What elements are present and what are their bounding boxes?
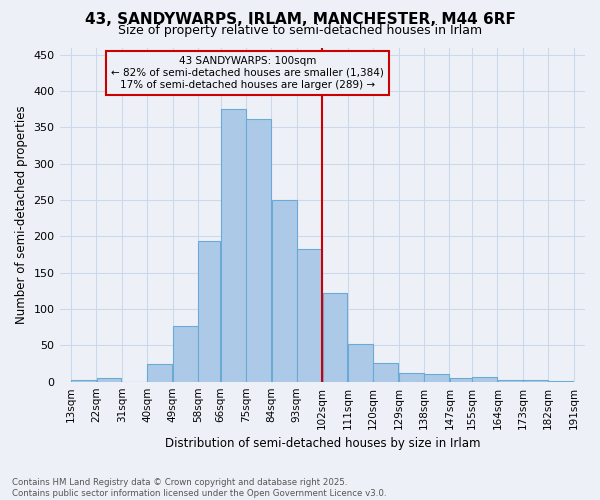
Bar <box>221 110 246 382</box>
Text: 43, SANDYWARPS, IRLAM, MANCHESTER, M44 6RF: 43, SANDYWARPS, IRLAM, MANCHESTER, M44 6… <box>85 12 515 26</box>
Y-axis label: Number of semi-detached properties: Number of semi-detached properties <box>15 106 28 324</box>
Text: 43 SANDYWARPS: 100sqm
← 82% of semi-detached houses are smaller (1,384)
17% of s: 43 SANDYWARPS: 100sqm ← 82% of semi-deta… <box>111 56 384 90</box>
Bar <box>449 378 472 382</box>
Bar <box>323 293 347 382</box>
Text: Contains HM Land Registry data © Crown copyright and database right 2025.
Contai: Contains HM Land Registry data © Crown c… <box>12 478 386 498</box>
Bar <box>497 380 523 382</box>
Bar <box>272 200 296 382</box>
Bar <box>246 118 271 382</box>
Bar <box>71 380 96 382</box>
Bar <box>399 373 424 382</box>
Bar <box>348 344 373 382</box>
Bar <box>148 364 172 382</box>
Bar <box>373 363 398 382</box>
Bar <box>424 374 449 382</box>
Bar <box>548 381 574 382</box>
Bar <box>472 378 497 382</box>
X-axis label: Distribution of semi-detached houses by size in Irlam: Distribution of semi-detached houses by … <box>164 437 480 450</box>
Bar <box>297 248 322 382</box>
Bar <box>173 326 198 382</box>
Text: Size of property relative to semi-detached houses in Irlam: Size of property relative to semi-detach… <box>118 24 482 37</box>
Bar <box>97 378 121 382</box>
Bar <box>523 380 548 382</box>
Bar <box>198 242 220 382</box>
